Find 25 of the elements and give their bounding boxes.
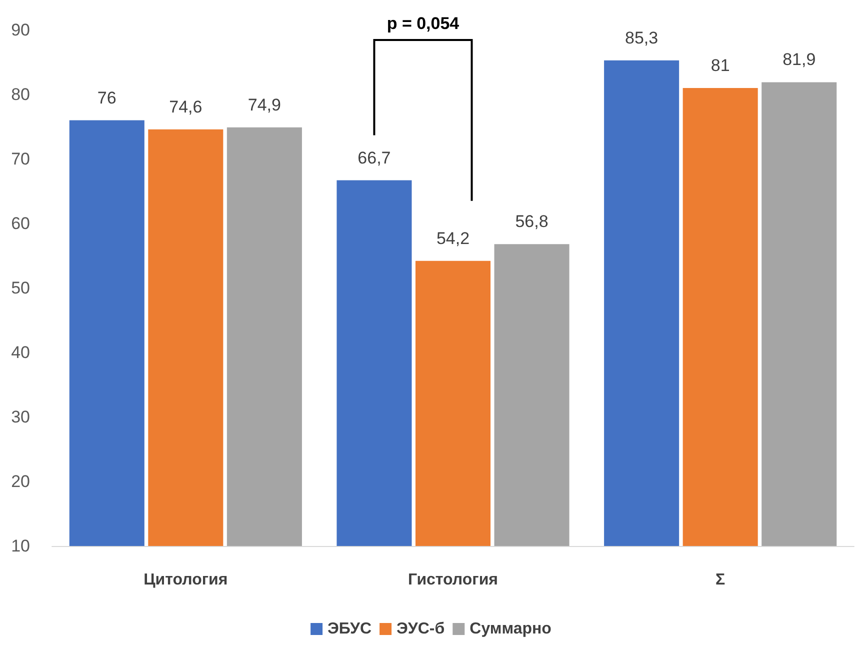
- data-label: 81,9: [782, 50, 816, 70]
- y-tick-label: 30: [11, 408, 30, 426]
- legend-label: ЭБУС: [328, 620, 372, 638]
- legend-label: ЭУС-б: [396, 620, 445, 638]
- x-tick-label: Цитология: [144, 572, 228, 588]
- data-label: 56,8: [515, 212, 548, 232]
- data-label: 76: [97, 88, 116, 108]
- data-label: 54,2: [436, 228, 470, 248]
- y-tick-label: 20: [11, 472, 30, 491]
- x-tick-label: Σ: [716, 572, 726, 588]
- y-tick-label: 60: [11, 214, 30, 233]
- y-tick-label: 40: [11, 343, 30, 362]
- y-tick-label: 80: [11, 85, 30, 104]
- data-label: 66,7: [358, 148, 391, 168]
- legend-label: Суммарно: [470, 620, 552, 638]
- annotation: p = 0,054: [386, 14, 460, 33]
- data-label: 74,9: [248, 95, 281, 114]
- x-tick-label: Гистология: [408, 572, 498, 588]
- y-tick-label: 50: [11, 278, 30, 298]
- y-tick-label: 90: [11, 20, 30, 40]
- y-tick-label: 10: [11, 536, 30, 556]
- data-label: 74,6: [169, 97, 202, 116]
- data-label: 85,3: [625, 28, 658, 48]
- y-tick-label: 70: [11, 150, 30, 168]
- data-label: 81: [710, 56, 730, 76]
